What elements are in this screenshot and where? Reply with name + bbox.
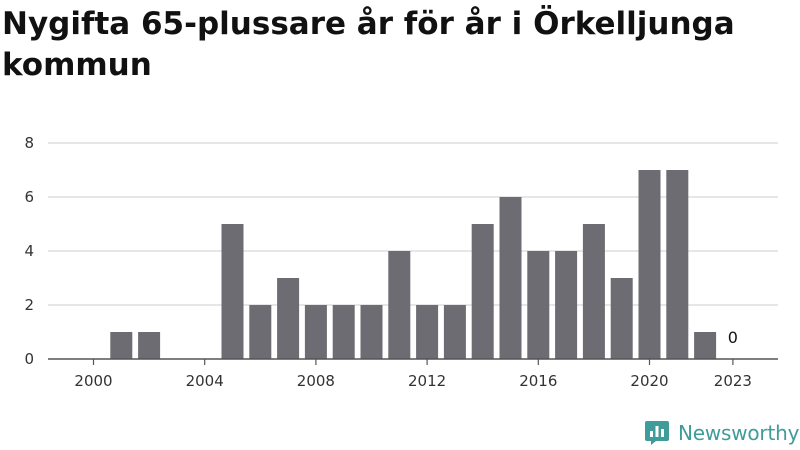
x-tick-label: 2012 <box>408 372 446 390</box>
bar-2008 <box>304 305 327 359</box>
y-tick-label: 4 <box>24 242 34 260</box>
bar-2001 <box>110 332 133 359</box>
bar-2013 <box>443 305 466 359</box>
bar-2020 <box>638 170 661 359</box>
bar-2011 <box>388 251 411 359</box>
newsworthy-chart-icon <box>645 421 669 445</box>
bar-2002 <box>138 332 161 359</box>
bar-2015 <box>499 197 522 359</box>
y-tick-label: 8 <box>24 134 34 152</box>
x-tick-label: 2020 <box>630 372 668 390</box>
y-tick-label: 2 <box>24 296 34 314</box>
x-tick-label: 2008 <box>297 372 335 390</box>
bar-2012 <box>416 305 439 359</box>
bar-2021 <box>666 170 689 359</box>
chart-title: Nygifta 65-plussare år för år i Örkellju… <box>2 6 735 83</box>
y-tick-label: 0 <box>24 350 34 368</box>
bar-2009 <box>332 305 355 359</box>
bar-2022 <box>694 332 717 359</box>
bar-2016 <box>527 251 550 359</box>
data-label: 0 <box>728 328 738 347</box>
x-tick-label: 2023 <box>714 372 752 390</box>
x-tick-label: 2016 <box>519 372 557 390</box>
x-tick-label: 2000 <box>74 372 112 390</box>
bar-2006 <box>249 305 272 359</box>
x-tick-label: 2004 <box>186 372 224 390</box>
bar-2005 <box>221 224 244 359</box>
bar-2010 <box>360 305 383 359</box>
brand-name: Newsworthy <box>678 421 800 445</box>
y-tick-label: 6 <box>24 188 34 206</box>
bar-2018 <box>582 224 605 359</box>
bar-2014 <box>471 224 494 359</box>
newsworthy-logo: Newsworthy <box>644 420 799 446</box>
bar-2017 <box>555 251 578 359</box>
bar-2019 <box>610 278 633 359</box>
bar-2007 <box>277 278 300 359</box>
